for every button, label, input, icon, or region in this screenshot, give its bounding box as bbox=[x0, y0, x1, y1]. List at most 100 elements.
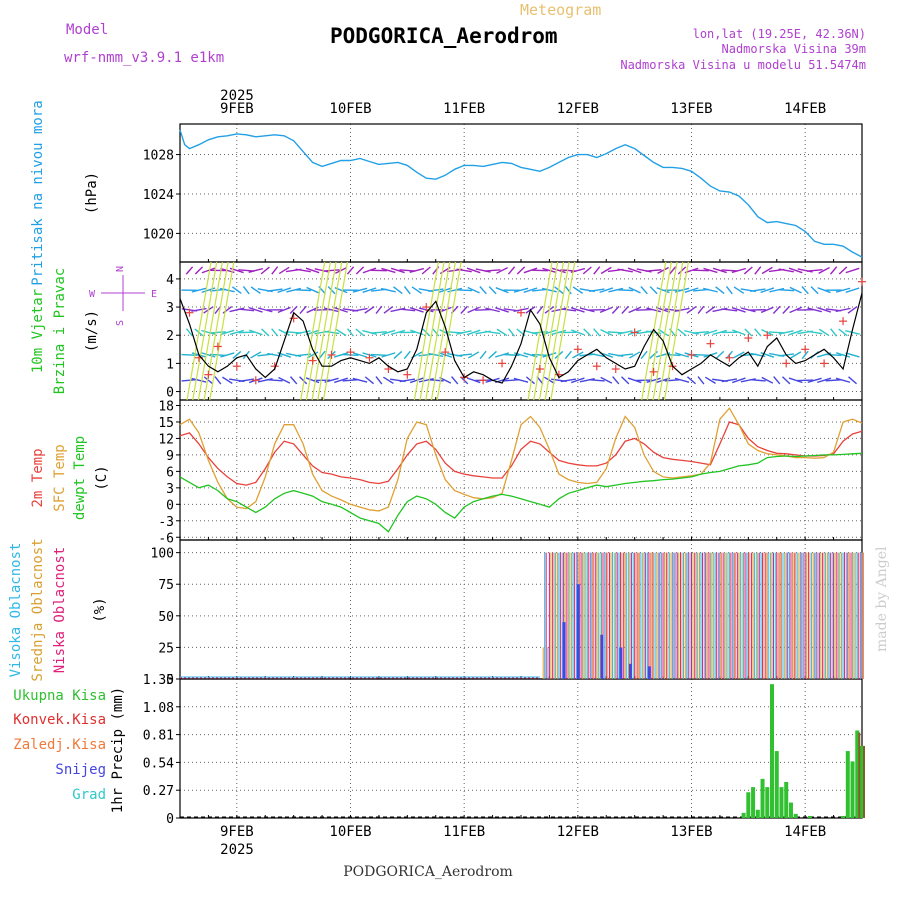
wind-arrow bbox=[791, 352, 801, 358]
wind-arrow bbox=[601, 267, 611, 273]
wind-arrow bbox=[537, 306, 543, 313]
wind-arrow bbox=[504, 355, 520, 356]
y-tick-label: 100 bbox=[151, 547, 174, 562]
wind-arrow bbox=[622, 306, 629, 313]
precip-bar bbox=[794, 814, 798, 818]
panel-frame bbox=[180, 124, 862, 262]
precip-bar bbox=[841, 816, 845, 818]
y-tick-label: 1028 bbox=[143, 149, 174, 164]
wind-speed-line bbox=[180, 293, 862, 383]
y-tick-label: 25 bbox=[158, 641, 174, 656]
wind-arrow bbox=[573, 287, 583, 293]
wind-arrow bbox=[295, 290, 311, 291]
wind-arrow bbox=[356, 267, 363, 274]
wind-arrow bbox=[485, 270, 501, 271]
wind-arrow bbox=[336, 329, 346, 335]
altitude-label: Nadmorska Visina 39m bbox=[722, 42, 867, 56]
temp-ylabel-sfc: SFC Temp bbox=[52, 444, 68, 511]
wind-arrow bbox=[186, 267, 192, 274]
wind-arrow bbox=[243, 286, 249, 293]
temp-line-dewpt bbox=[180, 453, 862, 532]
wind-arrow bbox=[819, 329, 829, 335]
pressure-unit: (hPa) bbox=[84, 172, 100, 214]
wind-arrow bbox=[412, 287, 421, 293]
wind-ylabel-2: Brzina i Pravac bbox=[52, 268, 68, 394]
precip-ylabel: 1hr Precip (mm) bbox=[110, 687, 126, 813]
wind-arrow bbox=[783, 306, 790, 313]
wind-arrow bbox=[517, 267, 524, 274]
legend-frozen-precip: Zaledj.Kisa bbox=[13, 737, 106, 753]
top-day-label: 14FEB bbox=[784, 101, 826, 117]
y-tick-label: 15 bbox=[158, 416, 174, 431]
wind-arrow bbox=[404, 351, 410, 358]
wind-arrow bbox=[365, 307, 374, 313]
wind-arrow bbox=[778, 290, 794, 291]
y-tick-label: 3 bbox=[166, 482, 174, 497]
wind-arrow bbox=[210, 332, 226, 333]
top-day-label: 11FEB bbox=[443, 101, 485, 117]
wind-arrow bbox=[726, 286, 732, 293]
precip-bars bbox=[180, 684, 865, 818]
y-tick-label: 1.35 bbox=[143, 673, 174, 688]
precip-bar bbox=[746, 792, 750, 818]
wind-arrow bbox=[811, 287, 818, 294]
wind-arrow bbox=[782, 377, 789, 384]
precip-bar bbox=[756, 810, 760, 818]
legend-hail: Grad bbox=[72, 787, 106, 803]
wind-arrow bbox=[612, 306, 619, 313]
wind-arrow bbox=[734, 287, 744, 293]
wind-arrow bbox=[698, 377, 704, 384]
legend-snow: Snijeg bbox=[55, 762, 106, 778]
wind-arrow bbox=[279, 267, 289, 273]
cloud-bars bbox=[180, 553, 864, 679]
wind-arrow bbox=[394, 351, 402, 358]
station-title: PODGORICA_Aerodrom bbox=[330, 24, 558, 48]
temp-line-sfc bbox=[180, 408, 862, 511]
bottom-day-label: 11FEB bbox=[443, 824, 485, 840]
precip-bar bbox=[775, 751, 779, 818]
top-day-label: 10FEB bbox=[329, 101, 371, 117]
y-tick-label: -6 bbox=[158, 531, 174, 546]
wind-arrow bbox=[195, 267, 202, 274]
wind-arrow bbox=[376, 377, 382, 384]
wind-arrow bbox=[802, 286, 808, 293]
precip-bar bbox=[742, 813, 746, 818]
wind-arrow bbox=[636, 310, 652, 311]
wind-arrow bbox=[678, 329, 686, 336]
wind-arrow bbox=[693, 332, 709, 333]
y-tick-label: -3 bbox=[158, 515, 174, 530]
y-tick-label: 50 bbox=[158, 610, 174, 625]
wind-arrow bbox=[393, 287, 402, 294]
cloud-bar bbox=[629, 664, 632, 679]
wind-arrow bbox=[846, 268, 859, 272]
y-tick-label: 2 bbox=[166, 329, 174, 344]
wind-arrow bbox=[452, 377, 458, 384]
wind-arrow bbox=[831, 329, 837, 336]
legend-conv-precip: Konvek.Kisa bbox=[13, 712, 106, 728]
cloud-ylabel-high: Visoka Oblacnost bbox=[8, 543, 24, 678]
wind-arrow bbox=[622, 377, 629, 384]
temp-unit: (C) bbox=[94, 465, 110, 490]
y-tick-label: 1 bbox=[166, 357, 174, 372]
wind-arrow bbox=[267, 380, 283, 381]
compass-s: S bbox=[115, 320, 126, 326]
wind-arrow bbox=[371, 332, 387, 333]
precip-bar bbox=[784, 782, 788, 818]
wind-arrow bbox=[797, 380, 813, 381]
panels: 10201024102801234-6-30369121518025507510… bbox=[8, 100, 866, 827]
precip-bar bbox=[846, 751, 850, 818]
meteogram-label: Meteogram bbox=[520, 1, 601, 19]
top-day-label: 12FEB bbox=[557, 101, 599, 117]
bottom-day-label: 13FEB bbox=[670, 824, 712, 840]
wind-arrow bbox=[262, 329, 269, 336]
wind-arrow bbox=[831, 267, 837, 274]
precip-bar bbox=[808, 816, 812, 818]
wind-arrow bbox=[489, 287, 496, 294]
precip-bar bbox=[779, 787, 783, 818]
cloud-ylabel-low: Niska Oblacnost bbox=[52, 547, 68, 673]
signature: made by Angel bbox=[874, 546, 890, 652]
wind-arrow bbox=[456, 290, 472, 291]
